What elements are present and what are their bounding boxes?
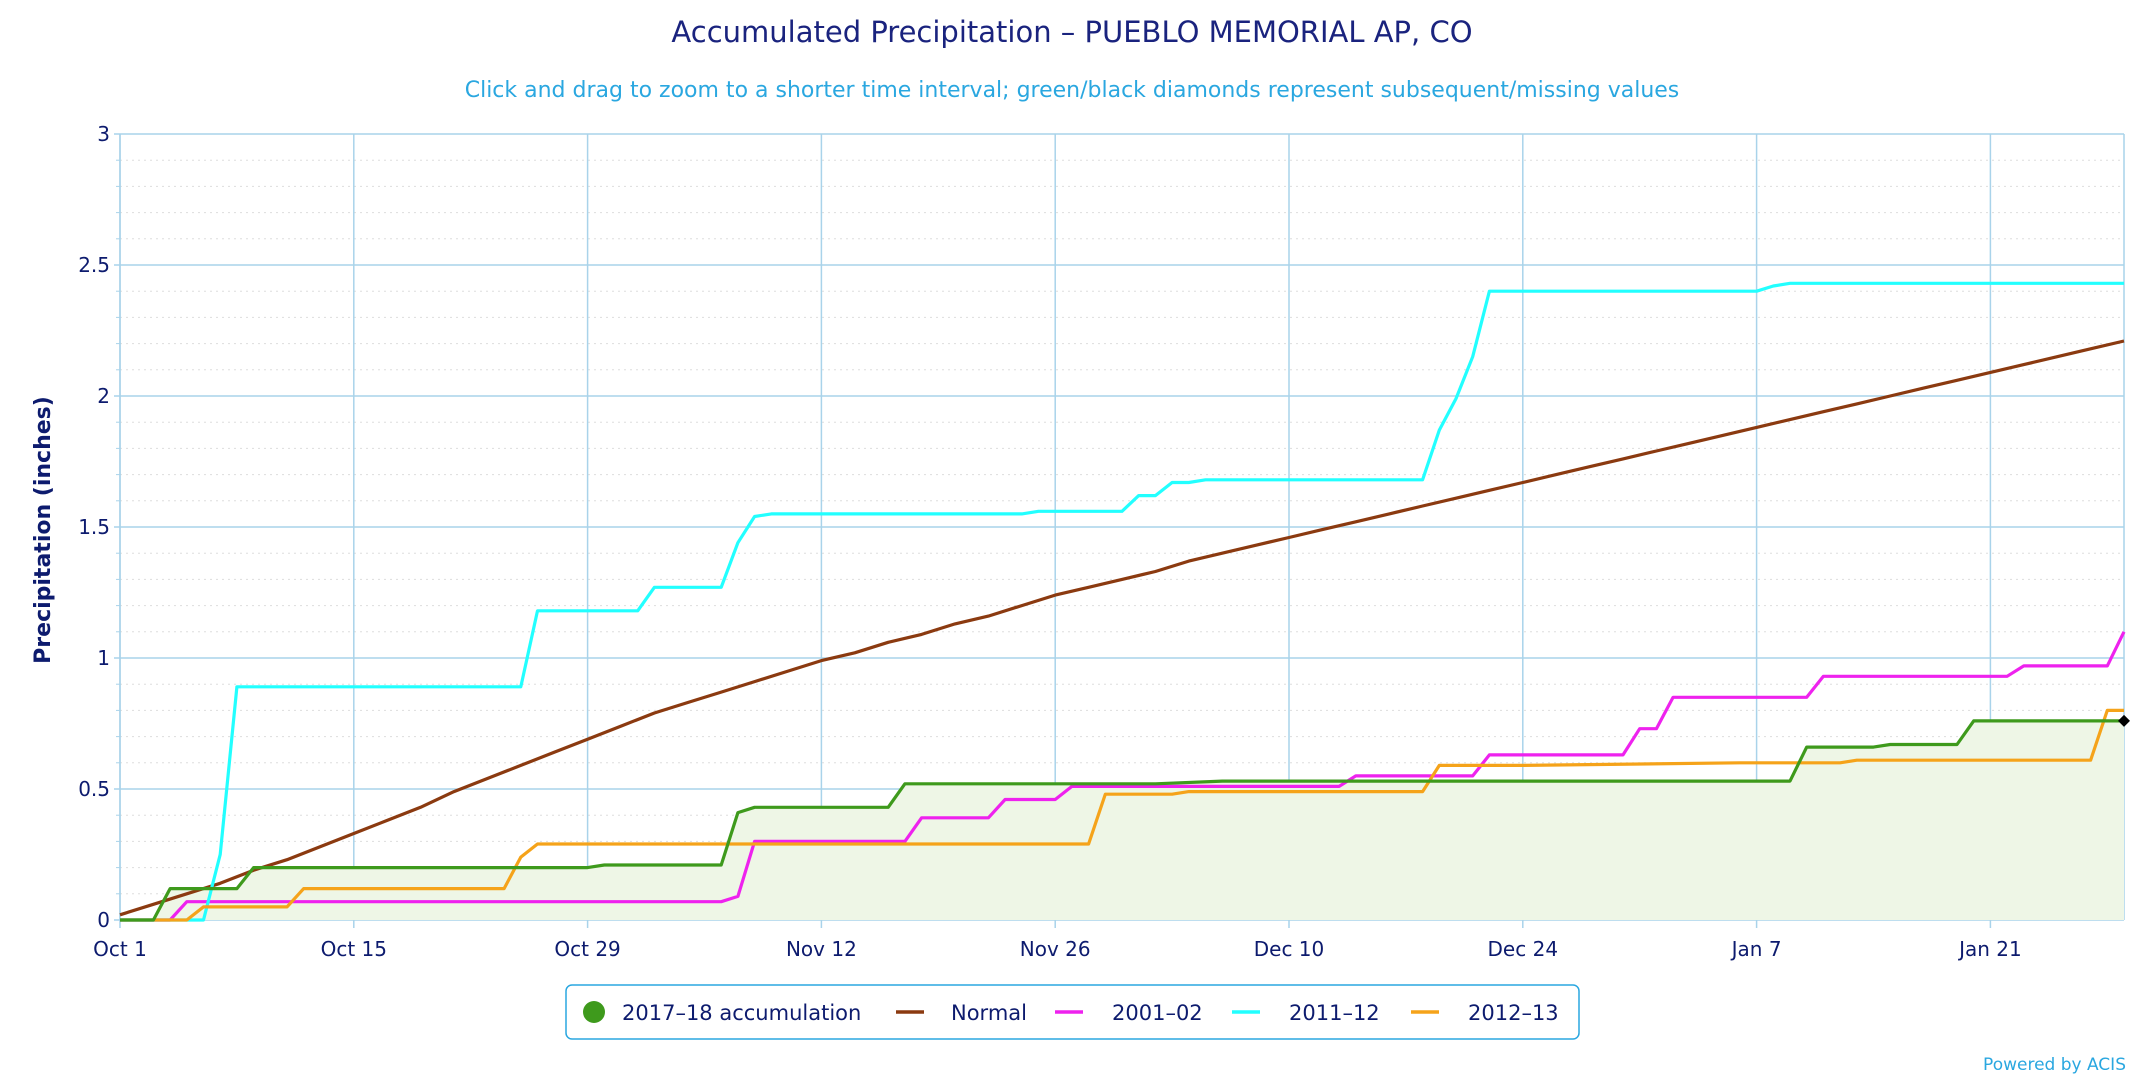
y-tick-label: 1.5 <box>78 515 110 539</box>
accumulation-fill <box>120 720 2124 920</box>
y-tick-label: 0 <box>97 908 110 932</box>
y-tick-label: 2 <box>97 384 110 408</box>
legend-item-2012-13[interactable]: 2012–13 <box>1411 1001 1559 1025</box>
x-tick-label: Jan 7 <box>1730 937 1782 961</box>
x-tick-label: Oct 1 <box>93 937 147 961</box>
accumulation-area <box>120 720 2124 920</box>
legend[interactable]: 2017–18 accumulation Normal 2001–02 2011–12… <box>565 984 1580 1040</box>
y-axis-label: Precipitation (inches) <box>31 396 56 664</box>
legend-item-2001-02[interactable]: 2001–02 <box>1055 1001 1203 1025</box>
legend-label: 2011–12 <box>1289 1001 1380 1025</box>
legend-item-normal[interactable]: Normal <box>896 1001 1027 1025</box>
x-tick-label: Nov 12 <box>786 937 857 961</box>
legend-item-2011-12[interactable]: 2011–12 <box>1232 1001 1380 1025</box>
chart-subtitle: Click and drag to zoom to a shorter time… <box>465 78 1680 103</box>
y-tick-label: 0.5 <box>78 777 110 801</box>
legend-label: 2012–13 <box>1468 1001 1559 1025</box>
x-tick-label: Jan 21 <box>1957 937 2022 961</box>
chart-title: Accumulated Precipitation – PUEBLO MEMOR… <box>671 15 1472 49</box>
legend-label: 2001–02 <box>1112 1001 1203 1025</box>
x-tick-label: Nov 26 <box>1020 937 1091 961</box>
x-tick-label: Oct 29 <box>554 937 620 961</box>
series-line-2012-13[interactable] <box>120 708 2124 922</box>
y-axis-ticks: 0 0.5 1 1.5 2 2.5 3 <box>78 122 110 932</box>
series-line-2011-12[interactable] <box>120 281 2124 922</box>
missing-value-diamond-marker <box>2118 714 2130 727</box>
legend-label: 2017–18 accumulation <box>622 1001 861 1025</box>
x-tick-label: Dec 24 <box>1488 937 1559 961</box>
legend-label: Normal <box>951 1001 1027 1025</box>
legend-item-2017-18-accumulation[interactable]: 2017–18 accumulation <box>583 1001 861 1025</box>
x-axis-ticks: Oct 1 Oct 15 Oct 29 Nov 12 Nov 26 Dec 10 Dec 2… <box>93 937 2022 961</box>
y-tick-label: 3 <box>97 122 110 146</box>
markers <box>2118 714 2130 727</box>
series-lines[interactable] <box>119 281 2126 922</box>
grid <box>114 133 2125 928</box>
x-tick-label: Oct 15 <box>321 937 387 961</box>
series-line-normal[interactable] <box>119 339 2125 917</box>
x-tick-label: Dec 10 <box>1254 937 1325 961</box>
y-tick-label: 2.5 <box>78 253 110 277</box>
legend-circle-icon <box>583 1001 605 1023</box>
series-line-2017-18-accumulation[interactable] <box>120 719 2124 922</box>
credit-link[interactable]: Powered by ACIS <box>1983 1055 2126 1075</box>
y-tick-label: 1 <box>97 646 110 670</box>
